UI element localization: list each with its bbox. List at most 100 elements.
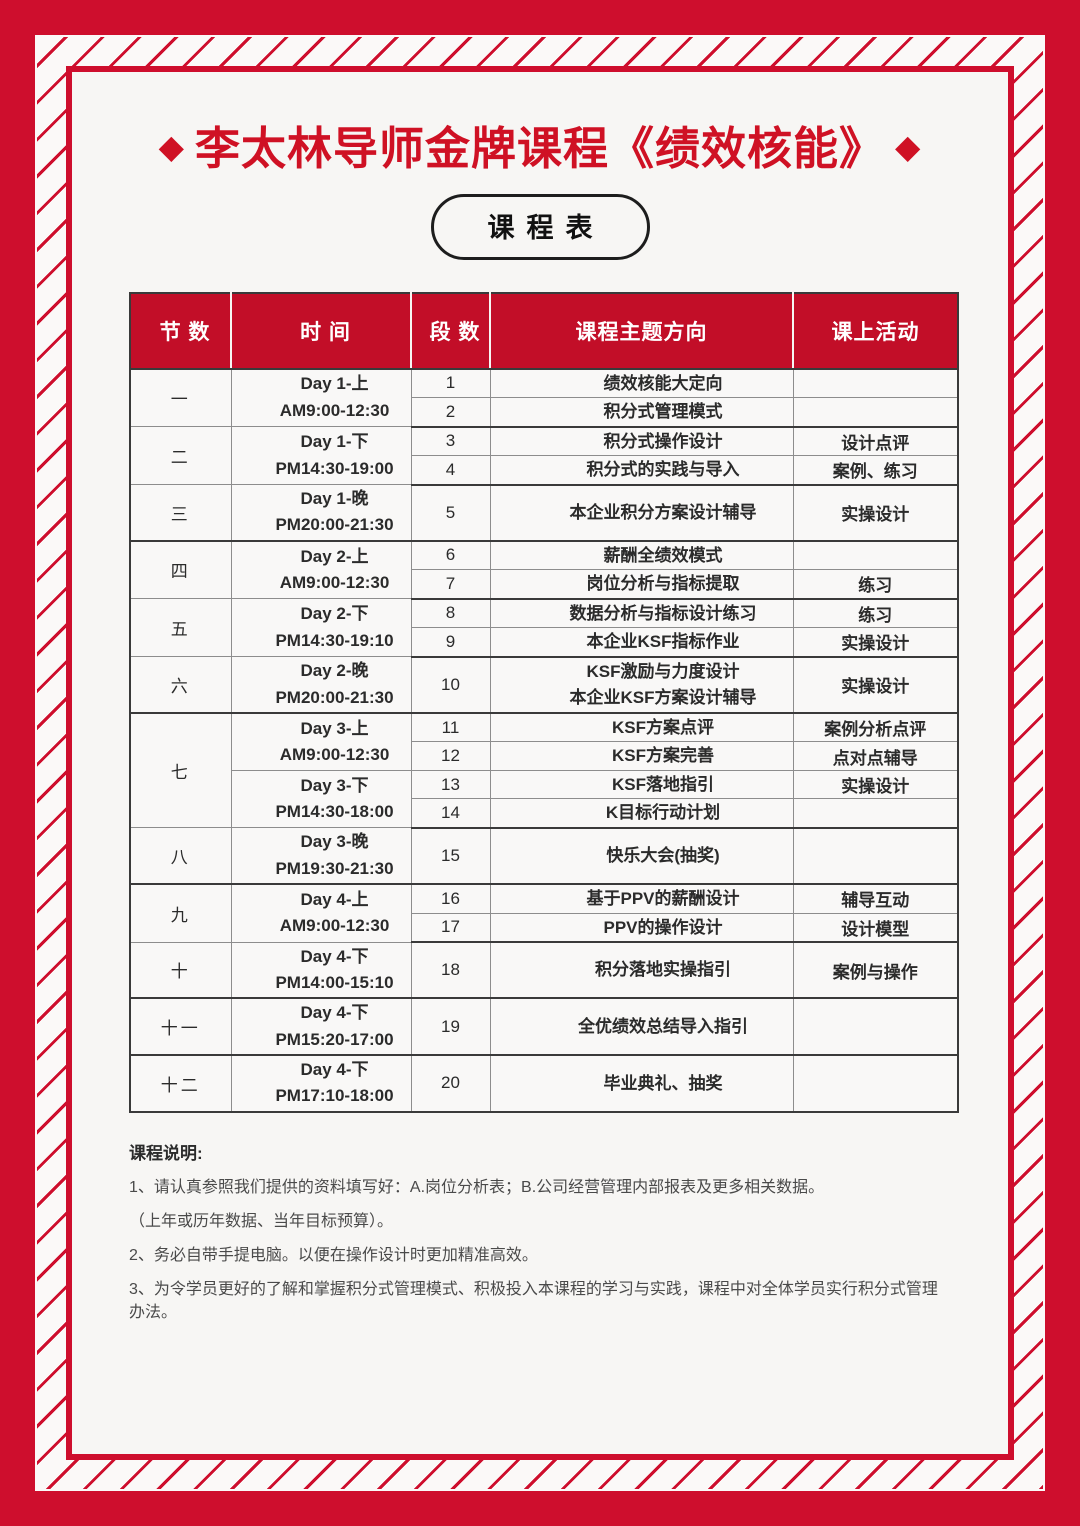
cell-session: 十	[129, 941, 232, 1000]
cell-activity: 实操设计	[792, 656, 959, 714]
cell-segment-number: 6	[410, 540, 491, 571]
cell-time: Day 2-晚 PM20:00-21:30	[230, 656, 412, 714]
cell-segment-number: 19	[410, 997, 491, 1056]
cell-activity	[792, 1054, 959, 1113]
page-title: ◆ 李太林导师金牌课程《绩效核能》 ◆	[72, 124, 1008, 174]
schedule-table-wrapper: 节 数 时 间 段 数 课程主题方向 课上活动 一 Day 1-上 AM9:00-…	[72, 260, 1008, 1113]
table-row: Day 3-下 PM14:30-18:00 13 KSF落地指引 实操设计	[130, 769, 959, 829]
cell-activity: 设计模型	[792, 912, 959, 944]
table-row: 14 K目标行动计划	[130, 798, 959, 829]
cell-session: 四	[129, 540, 232, 600]
table-row: 二 Day 1-下 PM14:30-19:00 3 积分式操作设计 设计点评	[129, 426, 959, 485]
cell-topic: 绩效核能大定向	[489, 368, 794, 398]
cell-time: Day 1-下 PM14:30-19:00	[230, 426, 412, 485]
cell-session: 十二	[129, 1054, 232, 1113]
cell-topic: 本企业积分方案设计辅导	[489, 483, 794, 542]
cell-topic: KSF方案点评	[489, 712, 794, 743]
cell-topic: 全优绩效总结导入指引	[489, 997, 794, 1056]
diamond-right-icon: ◆	[895, 127, 922, 166]
cell-segment-number: 13	[410, 769, 491, 800]
cell-segment-number: 9	[410, 627, 491, 658]
cell-session: 六	[129, 656, 232, 714]
cell-segment-number: 8	[410, 598, 491, 629]
cell-time: Day 4-上 AM9:00-12:30	[230, 883, 412, 943]
cell-session: 十一	[129, 997, 232, 1056]
note-item: 3、为令学员更好的了解和掌握积分式管理模式、积极投入本课程的学习与实践，课程中对…	[129, 1281, 938, 1322]
table-row: 三 Day 1-晚 PM20:00-21:30 5 本企业积分方案设计辅导 实操设计	[129, 483, 959, 542]
cell-topic: 本企业KSF指标作业	[489, 627, 794, 658]
cell-session: 八	[129, 827, 232, 886]
table-header-row: 节 数 时 间 段 数 课程主题方向 课上活动	[130, 292, 958, 370]
cell-topic: 毕业典礼、抽奖	[489, 1054, 794, 1113]
cell-session: 一	[129, 368, 232, 427]
cell-segment-number: 1	[410, 368, 491, 398]
cell-session: 五	[129, 598, 232, 658]
table-row: 九 Day 4-上 AM9:00-12:30 16 基于PPV的薪酬设计 辅导互动	[129, 883, 959, 943]
diamond-left-icon: ◆	[158, 127, 185, 166]
cell-session: 九	[129, 883, 232, 943]
column-header-session: 节 数	[130, 292, 232, 370]
cell-topic: 积分落地实操指引	[489, 941, 794, 1000]
cell-session: 七	[129, 712, 232, 829]
cell-activity: 辅导互动	[792, 883, 959, 914]
column-header-topic: 课程主题方向	[490, 292, 794, 370]
cell-time: Day 3-晚 PM19:30-21:30	[230, 827, 412, 886]
cell-topic: 快乐大会(抽奖)	[489, 827, 794, 886]
table-row: 一 Day 1-上 AM9:00-12:30 1 绩效核能大定向	[129, 368, 959, 427]
cell-time: Day 2-下 PM14:30-19:10	[230, 598, 412, 658]
cell-segment-number: 16	[410, 883, 491, 914]
cell-segment-number: 2	[410, 397, 491, 428]
cell-segment-number: 11	[410, 712, 491, 743]
cell-activity: 练习	[792, 598, 959, 629]
note-item: 2、务必自带手提电脑。以便在操作设计时更加精准高效。	[129, 1247, 538, 1264]
table-row: 9 本企业KSF指标作业 实操设计	[130, 627, 959, 658]
cell-activity: 案例分析点评	[792, 712, 959, 743]
cell-activity: 点对点辅导	[792, 741, 959, 771]
table-row: 12 KSF方案完善 点对点辅导	[130, 741, 959, 771]
table-row: 六 Day 2-晚 PM20:00-21:30 10 KSF激励与力度设计 本企业KS…	[129, 656, 959, 714]
table-row: 4 积分式的实践与导入 案例、练习	[130, 455, 959, 486]
cell-time: Day 4-下 PM15:20-17:00	[230, 997, 412, 1056]
cell-activity: 实操设计	[792, 483, 959, 542]
cell-activity	[792, 798, 959, 829]
notes-list: 1、请认真参照我们提供的资料填写好：A.岗位分析表；B.公司经营管理内部报表及更…	[129, 1176, 951, 1325]
cell-topic: 薪酬全绩效模式	[489, 540, 794, 571]
cell-activity: 练习	[792, 569, 959, 600]
cell-segment-number: 12	[410, 741, 491, 771]
cell-segment-number: 20	[410, 1054, 491, 1113]
course-notes: 课程说明: 1、请认真参照我们提供的资料填写好：A.岗位分析表；B.公司经营管理…	[72, 1113, 1008, 1325]
cell-segment-number: 4	[410, 455, 491, 486]
cell-time: Day 2-上 AM9:00-12:30	[230, 540, 412, 600]
cell-activity: 实操设计	[792, 769, 959, 800]
table-row: 七 Day 3-上 AM9:00-12:30 11 KSF方案点评 案例分析点评	[129, 712, 959, 829]
table-row: 八 Day 3-晚 PM19:30-21:30 15 快乐大会(抽奖)	[129, 827, 959, 886]
cell-activity: 实操设计	[792, 627, 959, 658]
content-sheet: ◆ 李太林导师金牌课程《绩效核能》 ◆ 课程表 节 数 时 间 段 数 课程主题方向…	[72, 72, 1008, 1454]
note-item: 1、请认真参照我们提供的资料填写好：A.岗位分析表；B.公司经营管理内部报表及更…	[129, 1178, 825, 1196]
cell-topic: 积分式操作设计	[489, 426, 794, 456]
cell-time: Day 4-下 PM14:00-15:10	[230, 941, 412, 1000]
table-row: 17 PPV的操作设计 设计模型	[130, 912, 959, 944]
column-header-activity: 课上活动	[793, 292, 958, 370]
cell-activity	[792, 997, 959, 1056]
table-row: 十 Day 4-下 PM14:00-15:10 18 积分落地实操指引 案例与操作	[129, 941, 959, 1000]
cell-topic: PPV的操作设计	[489, 912, 794, 944]
table-row: 五 Day 2-下 PM14:30-19:10 8 数据分析与指标设计练习 练习	[129, 598, 959, 658]
cell-time: Day 4-下 PM17:10-18:00	[230, 1054, 412, 1113]
cell-activity: 设计点评	[792, 426, 959, 456]
table-row: 四 Day 2-上 AM9:00-12:30 6 薪酬全绩效模式	[129, 540, 959, 600]
page-title-text: 李太林导师金牌课程《绩效核能》	[194, 122, 885, 175]
notes-heading: 课程说明:	[129, 1143, 203, 1163]
cell-topic: 积分式管理模式	[489, 397, 794, 428]
subtitle-pill: 课程表	[430, 193, 650, 260]
cell-topic: 基于PPV的薪酬设计	[489, 883, 794, 914]
cell-time: Day 3-上 AM9:00-12:30	[230, 712, 412, 771]
table-row: 7 岗位分析与指标提取 练习	[130, 569, 959, 600]
cell-topic: KSF激励与力度设计 本企业KSF方案设计辅导	[489, 656, 794, 714]
cell-activity	[792, 827, 959, 886]
cell-activity	[792, 397, 959, 428]
cell-topic: 数据分析与指标设计练习	[489, 598, 794, 629]
cell-topic: KSF方案完善	[489, 741, 794, 771]
cell-topic: KSF落地指引	[489, 769, 794, 800]
